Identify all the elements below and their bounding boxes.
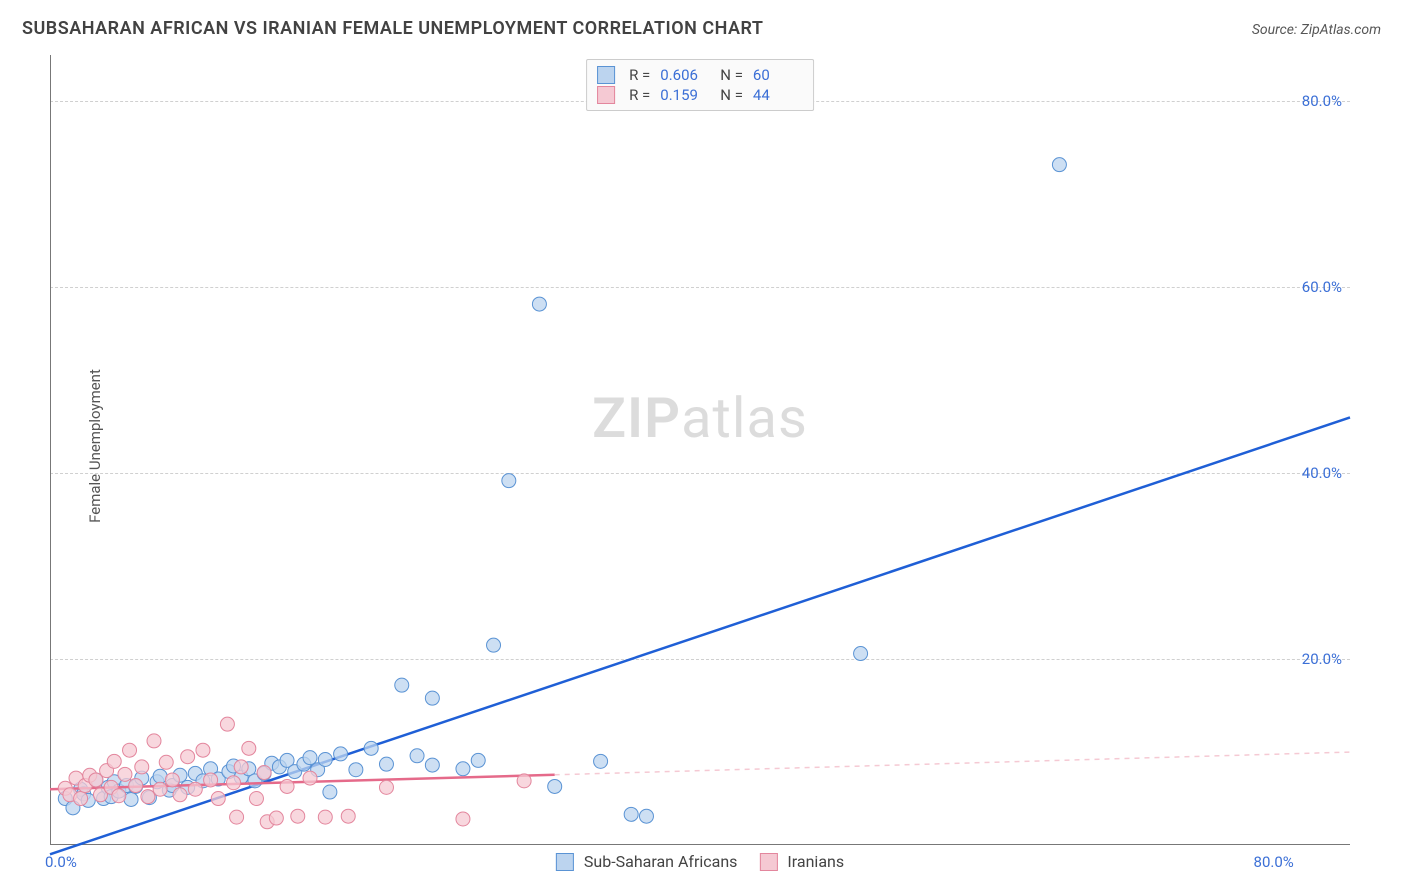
data-point (517, 774, 531, 788)
data-point (532, 297, 546, 311)
legend-stats-row: R = 0.159 N = 44 (597, 86, 803, 104)
data-point (639, 809, 653, 823)
data-point (141, 790, 155, 804)
legend-swatch (597, 66, 615, 84)
data-point (456, 762, 470, 776)
n-label: N = (720, 66, 743, 84)
data-point (112, 789, 126, 803)
data-point (425, 758, 439, 772)
data-point (349, 763, 363, 777)
data-point (74, 792, 88, 806)
trend-line-dashed (555, 752, 1350, 775)
legend-swatch (759, 853, 777, 871)
data-point (334, 747, 348, 761)
data-point (471, 753, 485, 767)
data-point (129, 779, 143, 793)
data-point (227, 776, 241, 790)
data-point (204, 773, 218, 787)
data-point (487, 638, 501, 652)
data-point (594, 754, 608, 768)
legend-stats: R = 0.606 N = 60 R = 0.159 N = 44 (586, 59, 814, 111)
data-point (854, 647, 868, 661)
plot-svg (50, 55, 1350, 845)
data-point (395, 678, 409, 692)
y-tick-label: 20.0% (1302, 650, 1342, 668)
data-point (173, 788, 187, 802)
data-point (323, 785, 337, 799)
data-point (379, 780, 393, 794)
data-point (196, 743, 210, 757)
r-label: R = (629, 86, 650, 104)
data-point (269, 811, 283, 825)
n-value: 44 (753, 86, 803, 104)
data-point (379, 757, 393, 771)
data-point (364, 741, 378, 755)
r-label: R = (629, 66, 650, 84)
data-point (502, 474, 516, 488)
source-label: Source: ZipAtlas.com (1252, 22, 1381, 38)
data-point (147, 734, 161, 748)
data-point (153, 782, 167, 796)
data-point (624, 807, 638, 821)
data-point (341, 809, 355, 823)
n-value: 60 (753, 66, 803, 84)
legend-item: Sub-Saharan Africans (556, 852, 738, 871)
y-tick-label: 60.0% (1302, 278, 1342, 296)
legend-swatch (597, 86, 615, 104)
data-point (220, 717, 234, 731)
legend-series: Sub-Saharan Africans Iranians (556, 852, 844, 871)
data-point (318, 810, 332, 824)
y-tick-label: 40.0% (1302, 464, 1342, 482)
data-point (123, 743, 137, 757)
x-tick-label: 80.0% (1254, 853, 1294, 871)
data-point (303, 771, 317, 785)
data-point (280, 779, 294, 793)
chart-title: SUBSAHARAN AFRICAN VS IRANIAN FEMALE UNE… (22, 18, 763, 39)
data-point (211, 792, 225, 806)
data-point (135, 760, 149, 774)
r-value: 0.159 (660, 86, 710, 104)
data-point (249, 792, 263, 806)
data-point (118, 767, 132, 781)
data-point (188, 782, 202, 796)
legend-stats-row: R = 0.606 N = 60 (597, 66, 803, 84)
data-point (159, 755, 173, 769)
legend-swatch (556, 853, 574, 871)
data-point (1052, 158, 1066, 172)
data-point (318, 752, 332, 766)
data-point (242, 741, 256, 755)
data-point (425, 691, 439, 705)
y-tick-label: 80.0% (1302, 92, 1342, 110)
plot-area: ZIPatlas R =0.606N =60R =0.159N =44 Sub-… (50, 55, 1350, 845)
data-point (410, 749, 424, 763)
data-point (181, 750, 195, 764)
r-value: 0.606 (660, 66, 710, 84)
x-tick-label: 0.0% (45, 853, 77, 871)
data-point (456, 812, 470, 826)
data-point (291, 809, 305, 823)
trend-line (50, 417, 1350, 854)
data-point (165, 773, 179, 787)
n-label: N = (720, 86, 743, 104)
legend-label: Iranians (787, 852, 844, 871)
legend-label: Sub-Saharan Africans (584, 852, 738, 871)
data-point (234, 760, 248, 774)
data-point (230, 810, 244, 824)
legend-item: Iranians (759, 852, 844, 871)
data-point (548, 779, 562, 793)
data-point (303, 751, 317, 765)
data-point (107, 754, 121, 768)
data-point (257, 766, 271, 780)
